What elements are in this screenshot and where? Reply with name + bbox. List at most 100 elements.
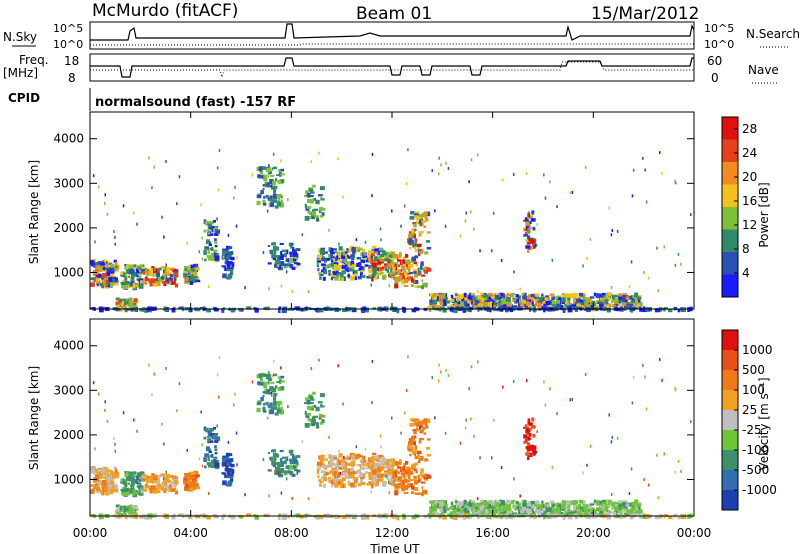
scatter-cell <box>93 470 96 475</box>
scatter-cell <box>319 273 324 276</box>
scatter-cell <box>434 305 440 309</box>
scatter-cell <box>309 398 315 401</box>
scatter-cell <box>367 254 371 258</box>
scatter-cell <box>458 295 464 299</box>
scatter-cell <box>618 301 621 304</box>
scatter-cell <box>270 381 275 384</box>
scatter-cell <box>379 227 382 231</box>
scatter-cell <box>638 298 641 303</box>
scatter-cell <box>614 299 619 304</box>
scatter-cell <box>328 247 331 252</box>
scatter-cell <box>409 443 413 448</box>
scatter-cell <box>383 306 387 309</box>
scatter-cell <box>108 484 113 489</box>
scatter-cell <box>507 300 512 306</box>
scatter-cell <box>657 496 659 500</box>
scatter-cell <box>319 214 324 218</box>
scatter-cell <box>599 511 603 515</box>
scatter-cell <box>230 463 235 468</box>
scatter-cell <box>316 218 320 222</box>
scatter-cell <box>464 303 470 307</box>
scatter-cell <box>645 200 648 204</box>
scatter-cell <box>411 239 415 245</box>
scatter-cell <box>424 271 428 274</box>
scatter-cell <box>593 499 596 504</box>
scatter-cell <box>350 267 355 271</box>
scatter-cell <box>290 245 293 249</box>
scatter-cell <box>309 423 313 427</box>
scatter-cell <box>468 300 472 304</box>
scatter-cell <box>263 202 267 206</box>
scatter-cell <box>528 299 532 303</box>
scatter-cell <box>156 273 160 278</box>
scatter-cell <box>364 264 369 267</box>
scatter-cell <box>262 251 265 254</box>
scatter-cell <box>372 481 377 484</box>
scatter-cell <box>598 300 602 303</box>
scatter-cell <box>556 299 561 305</box>
scatter-cell <box>335 269 339 274</box>
scatter-cell <box>334 464 338 469</box>
scatter-cell <box>656 246 658 250</box>
scatter-cell <box>400 224 402 228</box>
scatter-cell <box>107 474 110 478</box>
scatter-cell <box>503 304 506 307</box>
scatter-cell <box>230 262 235 267</box>
scatter-cell <box>455 508 461 511</box>
scatter-cell <box>230 266 234 270</box>
scatter-cell <box>274 412 279 416</box>
scatter-cell <box>94 240 96 244</box>
colorbar-segment <box>722 117 738 140</box>
scatter-cell <box>531 218 536 222</box>
scatter-cell <box>262 394 265 398</box>
scatter-cell <box>511 500 516 503</box>
scatter-cell <box>465 211 467 215</box>
colorbar-tick-label: 4 <box>742 266 750 280</box>
scatter-cell <box>435 296 439 301</box>
scatter-cell <box>320 456 325 461</box>
scatter-cell <box>113 259 117 263</box>
scatter-cell <box>449 505 455 510</box>
scatter-cell <box>524 217 528 222</box>
scatter-cell <box>391 416 393 420</box>
scatter-cell <box>162 280 167 284</box>
scatter-cell <box>185 279 190 282</box>
scatter-cell <box>344 251 348 254</box>
scatter-cell <box>369 459 373 463</box>
scatter-cell <box>263 402 265 406</box>
scatter-cell <box>471 514 477 517</box>
scatter-cell <box>528 226 532 230</box>
scatter-cell <box>494 499 497 502</box>
scatter-cell <box>348 265 353 270</box>
scatter-cell <box>120 281 124 285</box>
scatter-cell <box>376 478 380 482</box>
y-tick-label: 4000 <box>53 132 84 146</box>
scatter-cell <box>91 488 95 492</box>
scatter-cell <box>230 473 234 477</box>
scatter-cell <box>167 479 172 483</box>
scatter-cell <box>256 407 261 413</box>
scatter-cell <box>390 471 394 475</box>
scatter-cell <box>568 293 572 298</box>
scatter-cell <box>115 472 118 475</box>
scatter-cell <box>397 269 402 274</box>
scatter-cell <box>492 211 495 215</box>
scatter-cell <box>371 458 375 464</box>
scatter-cell <box>571 398 574 401</box>
scatter-cell <box>634 292 638 298</box>
scatter-cell <box>148 476 151 479</box>
scatter-cell <box>141 307 146 312</box>
scatter-cell <box>468 308 472 313</box>
scatter-cell <box>149 271 154 277</box>
scatter-cell <box>114 468 118 473</box>
scatter-cell <box>414 445 418 450</box>
scatter-cell <box>482 297 487 300</box>
scatter-cell <box>424 251 429 255</box>
scatter-cell <box>152 475 158 481</box>
scatter-cell <box>296 471 299 475</box>
scatter-cell <box>206 461 211 465</box>
scatter-cell <box>534 296 537 299</box>
